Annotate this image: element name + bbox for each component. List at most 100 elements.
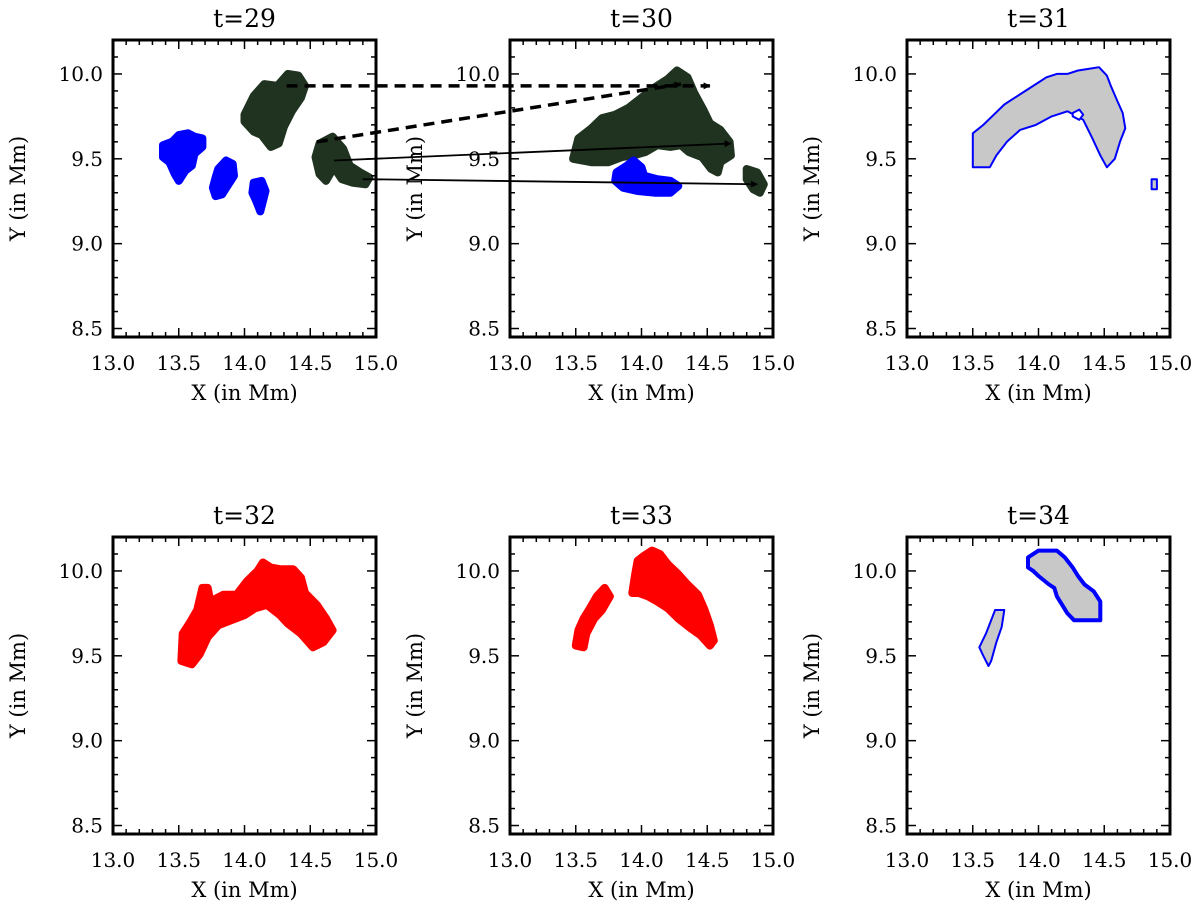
y-axis-label: Y (in Mm) xyxy=(6,633,30,739)
region-2 xyxy=(628,546,718,650)
y-tick-label: 10.0 xyxy=(455,62,500,86)
panel-title: t=30 xyxy=(610,4,673,33)
x-tick-label: 13.0 xyxy=(488,848,533,872)
y-axis-label: Y (in Mm) xyxy=(6,136,30,242)
y-tick-label: 9.5 xyxy=(865,644,897,668)
regions xyxy=(569,66,768,197)
arrow-4 xyxy=(362,178,758,188)
x-axis-label: X (in Mm) xyxy=(588,381,694,405)
y-axis-label: Y (in Mm) xyxy=(800,633,824,739)
regions xyxy=(971,66,1158,191)
panel-4: t=32 13.0 13.5 14.0 14.5 15.0 8.5 9.0 9.5 10.0 X (… xyxy=(6,501,398,902)
regions xyxy=(571,546,718,652)
region-2 xyxy=(1071,108,1085,121)
x-tick-label: 14.5 xyxy=(288,351,333,375)
y-tick-label: 8.5 xyxy=(865,814,897,838)
regions xyxy=(978,548,1103,667)
x-tick-label: 14.5 xyxy=(1082,848,1127,872)
x-tick-label: 15.0 xyxy=(751,351,796,375)
panel-5: t=33 13.0 13.5 14.0 14.5 15.0 8.5 9.0 9.5 10.0 X (… xyxy=(403,501,795,902)
y-tick-label: 9.5 xyxy=(71,644,103,668)
region-1 xyxy=(177,558,337,669)
y-tick-label: 10.0 xyxy=(852,62,897,86)
panel-title: t=33 xyxy=(610,501,673,530)
arrow-3 xyxy=(333,140,732,162)
y-tick-label: 10.0 xyxy=(852,559,897,583)
x-tick-label: 13.0 xyxy=(91,351,136,375)
x-tick-label: 15.0 xyxy=(354,848,399,872)
x-tick-label: 13.5 xyxy=(950,848,995,872)
panel-title: t=31 xyxy=(1007,4,1070,33)
region-1 xyxy=(1026,548,1103,623)
y-tick-label: 9.0 xyxy=(865,232,897,256)
x-tick-label: 13.0 xyxy=(488,351,533,375)
x-tick-label: 13.5 xyxy=(553,848,598,872)
y-tick-label: 8.5 xyxy=(71,814,103,838)
region-1 xyxy=(571,583,614,652)
y-tick-label: 8.5 xyxy=(865,317,897,341)
region-5 xyxy=(248,176,270,216)
panel-2: t=30 13.0 13.5 14.0 14.5 15.0 8.5 9.0 9.5 10.0 X (… xyxy=(403,4,795,405)
y-tick-label: 8.5 xyxy=(468,317,500,341)
x-tick-label: 14.0 xyxy=(619,848,664,872)
y-tick-label: 9.0 xyxy=(71,729,103,753)
ticks xyxy=(509,39,774,337)
x-tick-label: 13.5 xyxy=(156,848,201,872)
y-tick-label: 9.0 xyxy=(468,729,500,753)
x-tick-label: 14.5 xyxy=(685,351,730,375)
y-tick-label: 9.5 xyxy=(865,147,897,171)
x-axis-label: X (in Mm) xyxy=(985,878,1091,902)
region-2 xyxy=(742,165,768,197)
panel-title: t=32 xyxy=(213,501,276,530)
y-tick-label: 8.5 xyxy=(71,317,103,341)
regions xyxy=(159,69,374,216)
arrow-2 xyxy=(316,81,682,144)
region-3 xyxy=(1150,178,1158,191)
y-tick-label: 9.0 xyxy=(468,232,500,256)
ticks xyxy=(112,39,377,337)
y-tick-label: 9.5 xyxy=(71,147,103,171)
x-tick-label: 14.0 xyxy=(222,351,267,375)
y-tick-label: 9.0 xyxy=(71,232,103,256)
ticks xyxy=(509,536,774,834)
x-tick-label: 14.5 xyxy=(288,848,333,872)
x-tick-label: 14.5 xyxy=(1082,351,1127,375)
panel-3: t=31 13.0 13.5 14.0 14.5 15.0 8.5 9.0 9.5 10.0 X (… xyxy=(800,4,1192,405)
y-tick-label: 10.0 xyxy=(455,559,500,583)
x-axis-label: X (in Mm) xyxy=(985,381,1091,405)
y-tick-label: 9.5 xyxy=(468,644,500,668)
x-tick-label: 13.0 xyxy=(91,848,136,872)
y-tick-label: 9.0 xyxy=(865,729,897,753)
x-tick-label: 15.0 xyxy=(1148,848,1193,872)
region-2 xyxy=(978,609,1006,667)
x-tick-label: 13.0 xyxy=(885,351,930,375)
x-tick-label: 15.0 xyxy=(354,351,399,375)
plot-frame xyxy=(905,535,1172,836)
region-1 xyxy=(240,69,309,151)
x-tick-label: 14.0 xyxy=(1016,351,1061,375)
panel-6: t=34 13.0 13.5 14.0 14.5 15.0 8.5 9.0 9.5 10.0 X (… xyxy=(800,501,1192,902)
x-axis-label: X (in Mm) xyxy=(191,381,297,405)
x-tick-label: 13.5 xyxy=(950,351,995,375)
x-tick-label: 13.5 xyxy=(553,351,598,375)
tracking-arrows xyxy=(286,81,758,188)
regions xyxy=(177,558,337,669)
y-tick-label: 10.0 xyxy=(58,559,103,583)
y-axis-label: Y (in Mm) xyxy=(403,633,427,739)
x-tick-label: 14.0 xyxy=(222,848,267,872)
x-tick-label: 14.0 xyxy=(1016,848,1061,872)
region-4 xyxy=(208,156,238,201)
region-3 xyxy=(159,129,207,185)
y-axis-label: Y (in Mm) xyxy=(800,136,824,242)
x-tick-label: 13.0 xyxy=(885,848,930,872)
x-tick-label: 15.0 xyxy=(1148,351,1193,375)
y-tick-label: 10.0 xyxy=(58,62,103,86)
panel-title: t=29 xyxy=(213,4,276,33)
x-tick-label: 14.5 xyxy=(685,848,730,872)
ticks xyxy=(112,536,377,834)
panel-title: t=34 xyxy=(1007,501,1070,530)
region-1 xyxy=(971,66,1127,169)
plot-frame xyxy=(111,38,378,339)
ticks xyxy=(906,39,1171,337)
